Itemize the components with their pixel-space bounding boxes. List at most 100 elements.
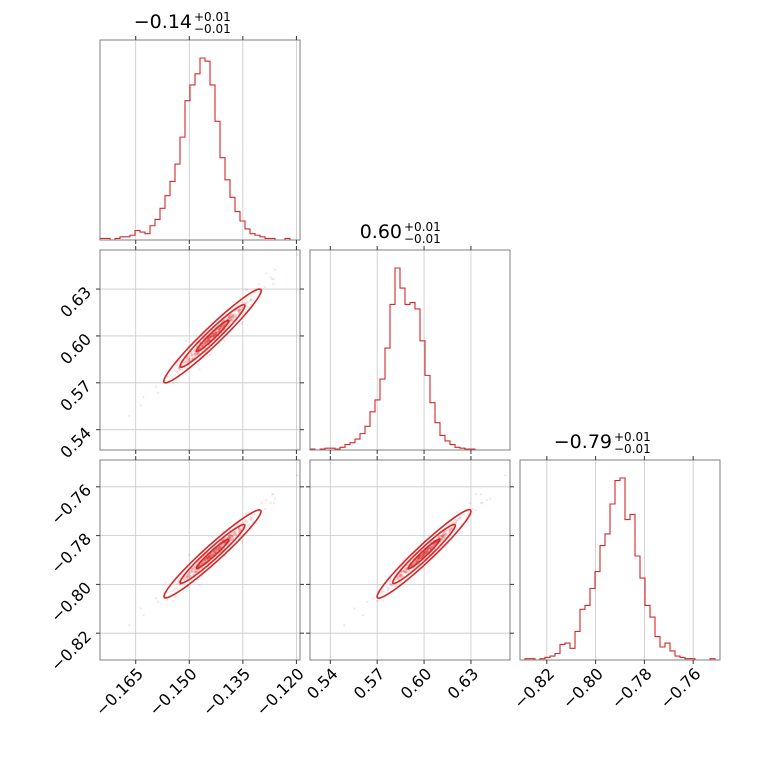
sample-point bbox=[250, 516, 254, 520]
sample-point bbox=[444, 532, 447, 536]
sample-point bbox=[189, 575, 192, 578]
sample-point bbox=[232, 531, 235, 534]
sample-point bbox=[425, 550, 428, 554]
sample-point bbox=[235, 533, 238, 536]
sample-point bbox=[216, 330, 219, 334]
sample-point bbox=[230, 316, 233, 319]
sample-point bbox=[418, 557, 421, 560]
x-tick-label: 0.54 bbox=[303, 664, 342, 703]
sample-point bbox=[238, 527, 241, 530]
sample-point bbox=[416, 558, 419, 562]
sample-point bbox=[441, 535, 444, 538]
sample-point bbox=[230, 538, 234, 541]
sample-point bbox=[428, 546, 432, 549]
sample-point bbox=[203, 560, 206, 563]
sample-point bbox=[418, 556, 422, 559]
sample-point bbox=[421, 552, 424, 555]
panel-frame bbox=[99, 459, 301, 661]
sample-point bbox=[227, 315, 230, 318]
sample-point bbox=[203, 560, 206, 563]
sample-point bbox=[231, 313, 234, 316]
sample-point bbox=[229, 316, 233, 320]
sample-point bbox=[260, 502, 263, 505]
sample-point bbox=[449, 527, 452, 530]
sample-point bbox=[233, 532, 236, 535]
contour-level-1 bbox=[391, 523, 457, 585]
sample-point bbox=[439, 534, 443, 538]
sample-point bbox=[215, 548, 218, 551]
sample-point bbox=[417, 556, 421, 559]
sample-point bbox=[405, 567, 408, 571]
sample-point bbox=[404, 569, 408, 572]
sample-point bbox=[195, 570, 198, 573]
sample-point bbox=[424, 551, 428, 554]
title-param-1: 0.60 +0.01−0.01 bbox=[360, 220, 441, 246]
sample-point bbox=[192, 567, 196, 571]
sample-point bbox=[389, 579, 392, 583]
sample-point bbox=[229, 319, 232, 322]
sample-point bbox=[208, 554, 211, 558]
sample-point bbox=[237, 309, 241, 313]
sample-point bbox=[443, 531, 447, 534]
sample-point bbox=[164, 581, 167, 584]
sample-point bbox=[229, 316, 232, 320]
panel-1-0: 0.54 0.57 0.60 0.63 bbox=[56, 246, 304, 462]
sample-point bbox=[402, 574, 405, 577]
sample-point bbox=[441, 535, 444, 539]
sample-point bbox=[188, 357, 191, 360]
sample-point bbox=[219, 326, 222, 329]
title-median: −0.14 bbox=[134, 11, 192, 33]
sample-point bbox=[425, 549, 429, 553]
sample-point bbox=[430, 545, 434, 548]
sample-point bbox=[417, 556, 420, 560]
sample-point bbox=[429, 545, 433, 548]
sample-point bbox=[197, 569, 200, 572]
sample-point bbox=[204, 341, 207, 344]
sample-point bbox=[421, 554, 424, 558]
sample-point bbox=[417, 558, 420, 562]
sample-point bbox=[395, 576, 399, 579]
sample-point bbox=[227, 542, 230, 546]
sample-point bbox=[208, 556, 211, 560]
sample-point bbox=[196, 352, 199, 355]
sample-point bbox=[233, 533, 236, 536]
sample-point bbox=[182, 361, 186, 365]
sample-point bbox=[202, 559, 206, 562]
sample-point bbox=[422, 567, 426, 570]
sample-point bbox=[417, 557, 420, 561]
sample-point bbox=[139, 607, 143, 610]
sample-point bbox=[216, 548, 219, 551]
sample-point bbox=[217, 547, 220, 550]
sample-point bbox=[199, 563, 202, 566]
x-tick-label: −0.120 bbox=[252, 664, 307, 719]
sample-point bbox=[415, 558, 418, 562]
title-lower: −0.01 bbox=[194, 22, 231, 36]
sample-point bbox=[230, 538, 234, 542]
sample-point bbox=[471, 507, 475, 511]
sample-point bbox=[174, 587, 177, 590]
sample-point bbox=[234, 532, 237, 535]
sample-point bbox=[423, 551, 427, 555]
sample-point bbox=[192, 570, 196, 574]
sample-point bbox=[208, 335, 212, 339]
x-tick-label: 0.63 bbox=[444, 664, 483, 703]
sample-point bbox=[218, 327, 222, 331]
sample-point bbox=[380, 591, 383, 595]
sample-point bbox=[425, 551, 428, 554]
sample-point bbox=[422, 552, 425, 556]
sample-point bbox=[442, 534, 445, 537]
sample-point bbox=[177, 366, 180, 370]
sample-point bbox=[422, 553, 425, 557]
sample-point bbox=[444, 530, 448, 533]
sample-point bbox=[429, 547, 432, 550]
sample-point bbox=[458, 517, 461, 520]
sample-point bbox=[232, 315, 235, 318]
sample-point bbox=[231, 314, 234, 318]
sample-point bbox=[213, 550, 216, 554]
sample-point bbox=[212, 549, 216, 553]
sample-point bbox=[264, 272, 268, 275]
sample-point bbox=[190, 570, 194, 573]
sample-point bbox=[417, 557, 421, 561]
sample-point bbox=[450, 527, 454, 531]
sample-point bbox=[211, 335, 214, 338]
